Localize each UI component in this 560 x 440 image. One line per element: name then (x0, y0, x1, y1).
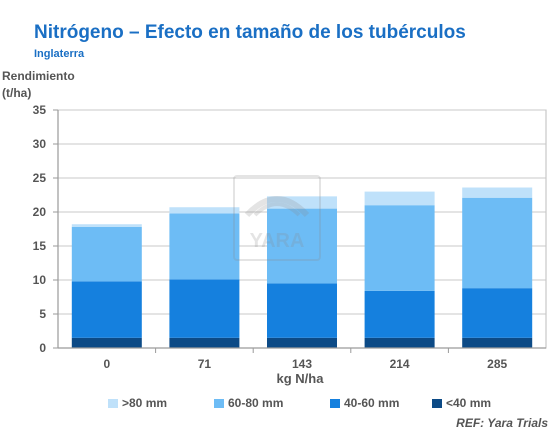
bar-segment (364, 290, 435, 338)
bar-segment (267, 196, 337, 209)
reference-note: REF: Yara Trials (456, 416, 548, 430)
legend-swatch (108, 398, 118, 408)
legend-swatch (330, 398, 340, 408)
x-tick-label: 0 (103, 357, 110, 371)
legend-swatch (432, 398, 442, 408)
x-tick-label: 214 (390, 357, 410, 371)
y-tick-label: 35 (33, 103, 47, 117)
chart-plot: 0 5 10 15 20 25 30 35 0 71 143 214 285 (33, 103, 547, 371)
bar-segment (462, 337, 533, 348)
chart-subtitle: Inglaterra (34, 48, 85, 60)
chart-title: Nitrógeno – Efecto en tamaño de los tubé… (34, 22, 466, 43)
legend-label: 40-60 mm (344, 396, 400, 410)
bar-segment (364, 205, 435, 291)
y-axis-label: Rendimiento (t/ha) (2, 68, 102, 102)
bar-segment (169, 213, 240, 280)
legend-item: 60-80 mm (214, 395, 283, 411)
bar-segment (462, 197, 533, 289)
y-tick-label: 30 (33, 137, 47, 151)
bar-segment (364, 337, 435, 348)
x-tick-label: 285 (487, 357, 507, 371)
bar-segment (169, 207, 240, 214)
bar-segment (267, 337, 337, 348)
legend-item: 40-60 mm (330, 395, 399, 411)
bar-segment (462, 288, 533, 338)
bar-segment (71, 281, 142, 338)
legend-item: <40 mm (432, 395, 491, 411)
y-tick-label: 0 (39, 341, 46, 355)
y-axis-label-line-1: Rendimiento (2, 69, 75, 83)
y-tick-label: 20 (33, 205, 47, 219)
bar-segment (169, 337, 240, 348)
y-axis-label-line-2: (t/ha) (2, 86, 32, 100)
y-tick-label: 15 (33, 239, 47, 253)
legend-label: >80 mm (122, 396, 168, 410)
bar-segment (267, 208, 337, 284)
bar-segment (71, 226, 142, 282)
y-tick-label: 5 (39, 307, 46, 321)
x-tick-label: 71 (198, 357, 212, 371)
chart-legend: >80 mm 60-80 mm 40-60 mm <40 mm (0, 395, 560, 413)
bar-segment (71, 224, 142, 227)
legend-label: <40 mm (446, 396, 492, 410)
y-tick-label: 25 (33, 171, 47, 185)
bar-segment (267, 283, 337, 338)
yara-logo-watermark: YARA (233, 175, 321, 261)
legend-swatch (214, 398, 224, 408)
bar-segment (364, 191, 435, 206)
x-axis-label: kg N/ha (276, 371, 324, 386)
legend-label: 60-80 mm (228, 396, 284, 410)
bar-segment (462, 187, 533, 198)
legend-item: >80 mm (108, 395, 167, 411)
bar-segment (169, 279, 240, 338)
watermark-text: YARA (250, 230, 305, 252)
x-tick-label: 143 (292, 357, 312, 371)
y-tick-label: 10 (33, 273, 47, 287)
bar-segment (71, 337, 142, 348)
